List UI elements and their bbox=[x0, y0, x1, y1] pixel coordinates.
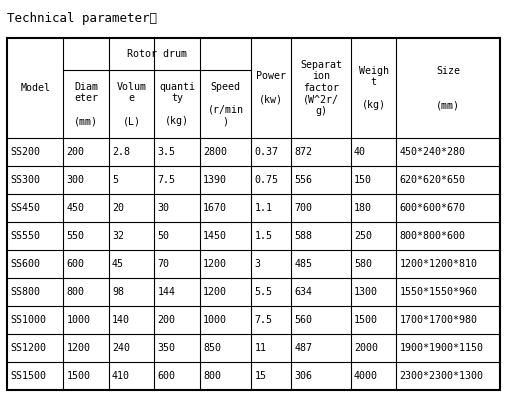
Text: 487: 487 bbox=[294, 343, 312, 353]
Text: 1900*1900*1150: 1900*1900*1150 bbox=[399, 343, 483, 353]
Text: 1500: 1500 bbox=[66, 371, 90, 381]
Text: 32: 32 bbox=[112, 231, 124, 241]
Text: 5.5: 5.5 bbox=[255, 287, 272, 297]
Text: 1200: 1200 bbox=[66, 343, 90, 353]
Text: 2000: 2000 bbox=[354, 343, 378, 353]
Text: SS450: SS450 bbox=[10, 203, 40, 213]
Text: 800*800*600: 800*800*600 bbox=[399, 231, 466, 241]
Text: Speed

(r/min
): Speed (r/min ) bbox=[208, 82, 244, 126]
Text: 620*620*650: 620*620*650 bbox=[399, 175, 466, 185]
Text: 250: 250 bbox=[354, 231, 372, 241]
Text: 150: 150 bbox=[354, 175, 372, 185]
Text: 600: 600 bbox=[66, 259, 84, 269]
Text: 45: 45 bbox=[112, 259, 124, 269]
Text: 5: 5 bbox=[112, 175, 118, 185]
Text: 634: 634 bbox=[294, 287, 312, 297]
Text: 1.1: 1.1 bbox=[255, 203, 272, 213]
Text: 700: 700 bbox=[294, 203, 312, 213]
Text: 0.37: 0.37 bbox=[255, 147, 278, 157]
Bar bbox=[7, 38, 500, 390]
Text: 550: 550 bbox=[66, 231, 84, 241]
Text: SS1000: SS1000 bbox=[10, 315, 46, 325]
Text: 11: 11 bbox=[255, 343, 267, 353]
Text: 600: 600 bbox=[158, 371, 175, 381]
Text: 140: 140 bbox=[112, 315, 130, 325]
Text: Technical parameter：: Technical parameter： bbox=[7, 12, 157, 25]
Text: 2300*2300*1300: 2300*2300*1300 bbox=[399, 371, 483, 381]
Text: 800: 800 bbox=[66, 287, 84, 297]
Text: Model: Model bbox=[20, 83, 50, 93]
Text: 1450: 1450 bbox=[203, 231, 227, 241]
Text: 180: 180 bbox=[354, 203, 372, 213]
Text: 410: 410 bbox=[112, 371, 130, 381]
Text: 1670: 1670 bbox=[203, 203, 227, 213]
Text: Size


(mm): Size (mm) bbox=[436, 66, 460, 110]
Text: 1390: 1390 bbox=[203, 175, 227, 185]
Text: 450*240*280: 450*240*280 bbox=[399, 147, 466, 157]
Text: 872: 872 bbox=[294, 147, 312, 157]
Text: 556: 556 bbox=[294, 175, 312, 185]
Text: SS600: SS600 bbox=[10, 259, 40, 269]
Text: Diam
eter

(mm): Diam eter (mm) bbox=[74, 82, 98, 126]
Text: 200: 200 bbox=[158, 315, 175, 325]
Text: SS1200: SS1200 bbox=[10, 343, 46, 353]
Text: 7.5: 7.5 bbox=[255, 315, 272, 325]
Text: 1500: 1500 bbox=[354, 315, 378, 325]
Text: 2.8: 2.8 bbox=[112, 147, 130, 157]
Text: Volum
e

(L): Volum e (L) bbox=[117, 82, 146, 126]
Text: Separat
ion
factor
(W^2r/
g): Separat ion factor (W^2r/ g) bbox=[300, 60, 342, 116]
Text: 450: 450 bbox=[66, 203, 84, 213]
Text: quanti
ty

(kg): quanti ty (kg) bbox=[159, 82, 195, 126]
Text: SS550: SS550 bbox=[10, 231, 40, 241]
Text: 200: 200 bbox=[66, 147, 84, 157]
Text: SS1500: SS1500 bbox=[10, 371, 46, 381]
Text: SS300: SS300 bbox=[10, 175, 40, 185]
Text: 98: 98 bbox=[112, 287, 124, 297]
Text: 1300: 1300 bbox=[354, 287, 378, 297]
Text: 4000: 4000 bbox=[354, 371, 378, 381]
Text: 7.5: 7.5 bbox=[158, 175, 175, 185]
Text: Rotor drum: Rotor drum bbox=[127, 49, 187, 59]
Text: 850: 850 bbox=[203, 343, 221, 353]
Text: 1200*1200*810: 1200*1200*810 bbox=[399, 259, 477, 269]
Text: 300: 300 bbox=[66, 175, 84, 185]
Text: 70: 70 bbox=[158, 259, 170, 269]
Text: 3.5: 3.5 bbox=[158, 147, 175, 157]
Text: 560: 560 bbox=[294, 315, 312, 325]
Text: 306: 306 bbox=[294, 371, 312, 381]
Text: 1200: 1200 bbox=[203, 287, 227, 297]
Text: 485: 485 bbox=[294, 259, 312, 269]
Text: 3: 3 bbox=[255, 259, 261, 269]
Text: 40: 40 bbox=[354, 147, 366, 157]
Text: 350: 350 bbox=[158, 343, 175, 353]
Text: 240: 240 bbox=[112, 343, 130, 353]
Text: SS200: SS200 bbox=[10, 147, 40, 157]
Text: 1000: 1000 bbox=[66, 315, 90, 325]
Text: 800: 800 bbox=[203, 371, 221, 381]
Text: 30: 30 bbox=[158, 203, 170, 213]
Text: 1.5: 1.5 bbox=[255, 231, 272, 241]
Text: 15: 15 bbox=[255, 371, 267, 381]
Text: Power

(kw): Power (kw) bbox=[257, 71, 286, 105]
Text: 50: 50 bbox=[158, 231, 170, 241]
Text: 2800: 2800 bbox=[203, 147, 227, 157]
Text: 144: 144 bbox=[158, 287, 175, 297]
Text: 1550*1550*960: 1550*1550*960 bbox=[399, 287, 477, 297]
Text: 1200: 1200 bbox=[203, 259, 227, 269]
Text: 600*600*670: 600*600*670 bbox=[399, 203, 466, 213]
Text: SS800: SS800 bbox=[10, 287, 40, 297]
Text: 20: 20 bbox=[112, 203, 124, 213]
Text: 588: 588 bbox=[294, 231, 312, 241]
Text: 1000: 1000 bbox=[203, 315, 227, 325]
Text: Weigh
t

(kg): Weigh t (kg) bbox=[359, 66, 389, 110]
Text: 0.75: 0.75 bbox=[255, 175, 278, 185]
Text: 1700*1700*980: 1700*1700*980 bbox=[399, 315, 477, 325]
Text: 580: 580 bbox=[354, 259, 372, 269]
